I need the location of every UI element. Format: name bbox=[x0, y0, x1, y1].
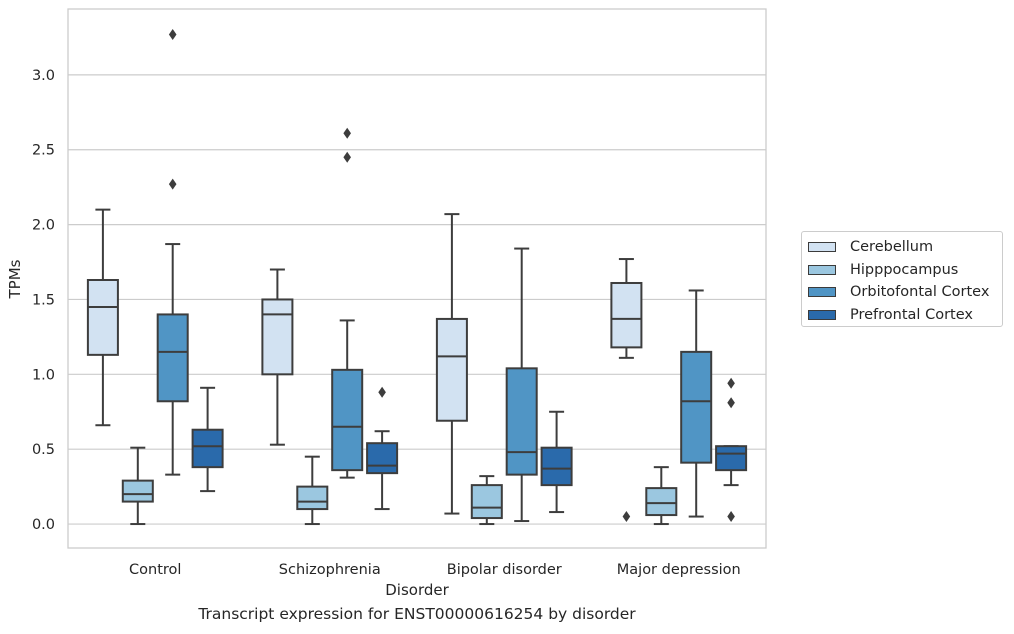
box-cerebellum bbox=[86, 208, 119, 427]
outlier-point bbox=[727, 511, 735, 523]
legend-swatch-orbitofrontal bbox=[808, 287, 836, 298]
box-body bbox=[505, 367, 538, 476]
outlier-point bbox=[622, 511, 631, 523]
box-orbitofontal-cortex bbox=[156, 28, 189, 476]
box-body bbox=[435, 317, 468, 422]
box-orbitofontal-cortex bbox=[680, 289, 713, 518]
legend-swatch-prefrontal bbox=[808, 310, 836, 321]
box-orbitofontal-cortex bbox=[331, 127, 364, 479]
box-hipppocampus bbox=[121, 446, 154, 526]
legend-item-cerebellum: Cerebellum bbox=[808, 236, 1002, 259]
y-tick-label: 1.5 bbox=[32, 292, 55, 308]
legend-item-hippocampus: Hipppocampus bbox=[808, 259, 1002, 282]
legend-item-orbitofrontal: Orbitofontal Cortex bbox=[808, 281, 1002, 304]
box-prefrontal-cortex bbox=[540, 410, 573, 514]
outlier-point bbox=[378, 386, 386, 398]
legend-swatch-cerebellum bbox=[808, 242, 836, 253]
box-body bbox=[366, 442, 399, 475]
y-tick-label: 3.0 bbox=[32, 68, 55, 84]
outlier-point bbox=[343, 127, 351, 139]
y-tick-label: 0.0 bbox=[32, 517, 55, 533]
box-hipppocampus bbox=[470, 475, 503, 526]
y-tick-label: 2.0 bbox=[32, 218, 55, 234]
outlier-point bbox=[727, 377, 735, 389]
figure-caption: Transcript expression for ENST0000061625… bbox=[198, 605, 636, 623]
legend-label: Orbitofontal Cortex bbox=[850, 284, 990, 301]
y-tick-label: 0.5 bbox=[32, 442, 55, 458]
y-axis-label: TPMs bbox=[6, 259, 24, 299]
box-body bbox=[156, 313, 189, 403]
box-prefrontal-cortex bbox=[191, 386, 224, 493]
box-body bbox=[610, 281, 643, 349]
box-body bbox=[86, 278, 119, 356]
box-body bbox=[715, 445, 748, 472]
box-hipppocampus bbox=[296, 455, 329, 526]
x-tick-label: Control bbox=[129, 562, 181, 578]
x-axis-label: Disorder bbox=[385, 581, 449, 599]
outlier-point bbox=[168, 178, 177, 190]
box-prefrontal-cortex bbox=[715, 377, 748, 523]
x-tick-labels: Control Schizophrenia Bipolar disorder Majo… bbox=[129, 562, 741, 578]
y-tick-labels: 0.0 0.5 1.0 1.5 2.0 2.5 3.0 bbox=[32, 68, 55, 533]
box-body bbox=[470, 484, 503, 520]
box-body bbox=[645, 487, 678, 517]
outlier-point bbox=[168, 28, 177, 40]
legend-label: Prefrontal Cortex bbox=[850, 307, 973, 324]
legend-label: Hipppocampus bbox=[850, 261, 959, 278]
legend-swatch-hippocampus bbox=[808, 264, 836, 275]
box-body bbox=[191, 428, 224, 469]
box-prefrontal-cortex bbox=[366, 386, 399, 511]
legend-item-prefrontal: Prefrontal Cortex bbox=[808, 304, 1002, 327]
box-cerebellum bbox=[610, 258, 643, 523]
box-series bbox=[86, 28, 748, 526]
box-hipppocampus bbox=[645, 466, 678, 526]
box-body bbox=[680, 350, 713, 464]
box-body bbox=[121, 479, 154, 503]
plot-area-frame bbox=[67, 8, 767, 549]
box-body bbox=[296, 485, 329, 511]
box-cerebellum bbox=[261, 268, 294, 446]
y-tick-label: 2.5 bbox=[32, 143, 55, 159]
outlier-point bbox=[343, 151, 351, 163]
box-body bbox=[261, 298, 294, 376]
box-orbitofontal-cortex bbox=[505, 247, 538, 523]
legend-label: Cerebellum bbox=[850, 239, 934, 256]
x-tick-label: Schizophrenia bbox=[279, 562, 381, 578]
legend: Cerebellum Hipppocampus Orbitofontal Cor… bbox=[801, 231, 1003, 327]
x-tick-label: Bipolar disorder bbox=[447, 562, 562, 578]
box-body bbox=[331, 368, 364, 472]
box-cerebellum bbox=[435, 213, 468, 515]
y-tick-label: 1.0 bbox=[32, 367, 55, 383]
box-body bbox=[540, 446, 573, 487]
x-tick-label: Major depression bbox=[617, 562, 741, 578]
outlier-point bbox=[727, 397, 735, 409]
